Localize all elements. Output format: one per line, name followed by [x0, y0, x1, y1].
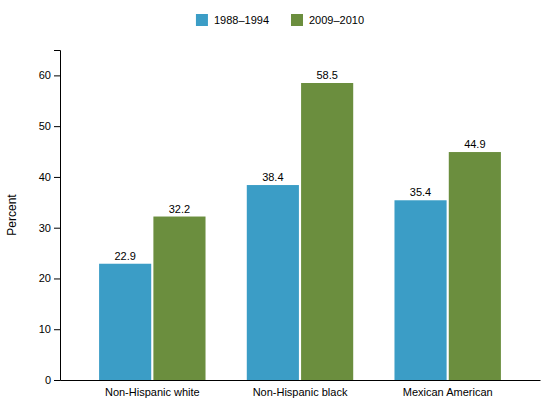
y-tick-label: 0 [45, 374, 51, 386]
legend-swatch [291, 14, 303, 26]
y-tick-mark [54, 228, 60, 229]
x-axis-line [61, 380, 541, 381]
legend: 1988–1994 2009–2010 [196, 14, 364, 26]
legend-label: 2009–2010 [309, 14, 364, 26]
y-tick: 50 [39, 120, 60, 132]
bar [99, 264, 151, 380]
y-tick: 60 [39, 69, 60, 81]
chart-container: 22.9 38.4 35.4 32.2 58.5 44.9 0 10 20 30 40 50 60 Non… [0, 0, 560, 420]
y-tick-label: 40 [39, 171, 51, 183]
y-axis: 0 10 20 30 40 50 60 [39, 51, 61, 387]
data-label: 58.5 [316, 69, 337, 81]
y-axis-line [54, 51, 61, 381]
legend-label: 1988–1994 [214, 14, 269, 26]
bar [247, 185, 299, 380]
x-tick-label: Non-Hispanic white [105, 386, 200, 398]
y-tick: 20 [39, 272, 60, 284]
legend-swatch [196, 14, 208, 26]
x-tick-label: Mexican American [403, 386, 493, 398]
bars [99, 83, 501, 380]
x-tick: Non-Hispanic black [253, 386, 348, 398]
data-label: 35.4 [410, 186, 431, 198]
legend-item: 1988–1994 [196, 14, 269, 26]
y-tick: 10 [39, 323, 60, 335]
bar [153, 217, 205, 380]
y-tick-mark [54, 329, 60, 330]
y-tick-mark [54, 75, 60, 76]
x-tick: Non-Hispanic white [105, 386, 200, 398]
y-tick-label: 50 [39, 120, 51, 132]
bar [301, 83, 353, 380]
data-label: 38.4 [262, 171, 283, 183]
data-labels: 22.9 38.4 35.4 32.2 58.5 44.9 [114, 69, 485, 262]
x-tick-label: Non-Hispanic black [253, 386, 348, 398]
y-tick-label: 30 [39, 222, 51, 234]
y-tick-label: 10 [39, 323, 51, 335]
y-tick: 40 [39, 171, 60, 183]
y-axis-title: Percent [5, 194, 19, 236]
x-tick: Mexican American [403, 386, 493, 398]
x-axis: Non-Hispanic white Non-Hispanic black Mexi… [61, 381, 541, 398]
plot-area: 22.9 38.4 35.4 32.2 58.5 44.9 0 10 20 30 40 50 60 Non… [39, 51, 541, 398]
y-tick-label: 20 [39, 272, 51, 284]
y-tick-mark [54, 177, 60, 178]
y-tick: 30 [39, 222, 60, 234]
y-tick: 0 [45, 374, 60, 386]
chart-svg: 22.9 38.4 35.4 32.2 58.5 44.9 0 10 20 30 40 50 60 Non… [0, 0, 560, 420]
y-tick-mark [54, 126, 60, 127]
y-tick-mark [54, 380, 60, 381]
legend-item: 2009–2010 [291, 14, 364, 26]
data-label: 22.9 [114, 250, 135, 262]
data-label: 32.2 [169, 203, 190, 215]
y-tick-label: 60 [39, 69, 51, 81]
bar [394, 200, 446, 380]
data-label: 44.9 [464, 138, 485, 150]
bar [449, 152, 501, 380]
y-tick-mark [54, 278, 60, 279]
